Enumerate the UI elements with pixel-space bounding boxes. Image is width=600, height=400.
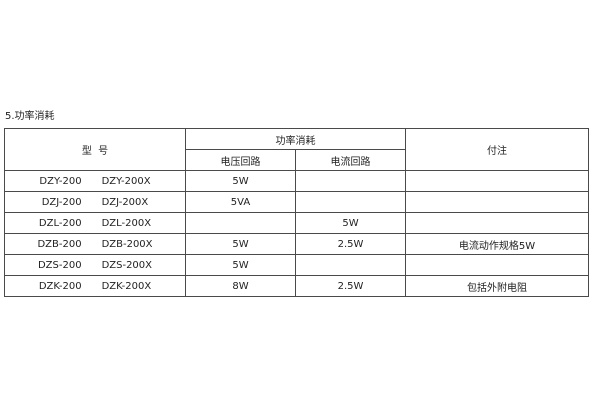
model-b: DZY-200X	[101, 175, 151, 187]
table-row: DZS-200 DZS-200X 5W	[4, 254, 589, 276]
model-b: DZL-200X	[101, 217, 152, 229]
note-cell: 包括外附电阻	[405, 275, 589, 297]
voltage-cell: 8W	[185, 275, 296, 297]
current-cell	[295, 254, 406, 276]
header-row: 型 号 功率消耗 付注	[4, 128, 589, 171]
table-row: DZK-200 DZK-200X 8W 2.5W 包括外附电阻	[4, 275, 589, 297]
model-cell: DZY-200 DZY-200X	[4, 170, 186, 192]
model-cell: DZK-200 DZK-200X	[4, 275, 186, 297]
model-a: DZK-200	[38, 280, 82, 292]
table-row: DZL-200 DZL-200X 5W	[4, 212, 589, 234]
power-consumption-table: 型 号 功率消耗 付注 电压回路 电流回路 DZY-200 DZY-200X 5W…	[4, 128, 589, 297]
note-cell: 电流动作规格5W	[405, 233, 589, 255]
header-power: 功率消耗	[185, 128, 406, 150]
subheader-row: 电压回路 电流回路	[5, 149, 589, 171]
model-b: DZB-200X	[101, 238, 153, 250]
current-cell: 5W	[295, 212, 406, 234]
voltage-cell: 5W	[185, 233, 296, 255]
current-cell: 2.5W	[295, 233, 406, 255]
section-title: 5.功率消耗	[5, 111, 55, 122]
model-cell: DZS-200 DZS-200X	[4, 254, 186, 276]
model-cell: DZJ-200 DZJ-200X	[4, 191, 186, 213]
table-row: DZB-200 DZB-200X 5W 2.5W 电流动作规格5W	[4, 233, 589, 255]
table-row: DZJ-200 DZJ-200X 5VA	[4, 191, 589, 213]
header-model: 型 号	[4, 128, 186, 171]
current-cell	[295, 191, 406, 213]
model-cell: DZL-200 DZL-200X	[4, 212, 186, 234]
model-b: DZS-200X	[101, 259, 153, 271]
voltage-cell: 5W	[185, 170, 296, 192]
model-b: DZK-200X	[101, 280, 152, 292]
note-cell	[405, 170, 589, 192]
model-a: DZJ-200	[41, 196, 82, 208]
voltage-cell: 5W	[185, 254, 296, 276]
table-row: DZY-200 DZY-200X 5W	[4, 170, 589, 192]
voltage-cell	[185, 212, 296, 234]
note-cell	[405, 254, 589, 276]
model-a: DZS-200	[37, 259, 82, 271]
note-cell	[405, 191, 589, 213]
current-cell	[295, 170, 406, 192]
current-cell: 2.5W	[295, 275, 406, 297]
model-a: DZB-200	[37, 238, 82, 250]
voltage-cell: 5VA	[185, 191, 296, 213]
note-cell	[405, 212, 589, 234]
model-b: DZJ-200X	[101, 196, 149, 208]
model-a: DZY-200	[39, 175, 82, 187]
model-a: DZL-200	[38, 217, 82, 229]
header-current-circuit: 电流回路	[295, 149, 406, 171]
model-cell: DZB-200 DZB-200X	[4, 233, 186, 255]
header-note: 付注	[405, 128, 589, 171]
header-voltage-circuit: 电压回路	[185, 149, 296, 171]
